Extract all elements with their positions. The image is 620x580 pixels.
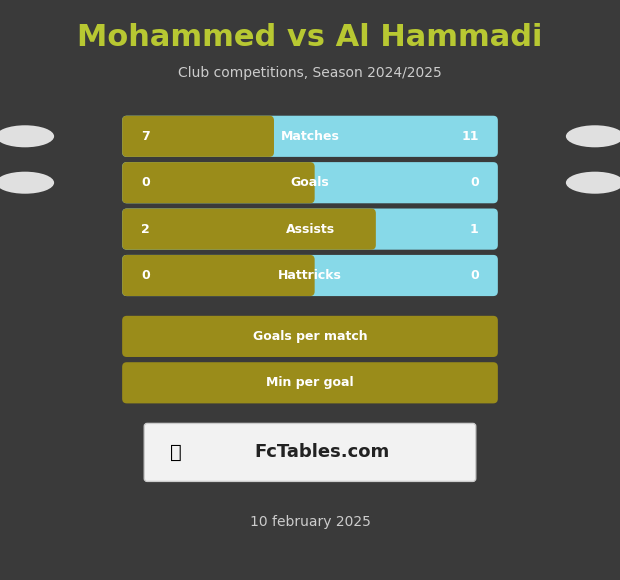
Text: 7: 7 bbox=[141, 130, 150, 143]
FancyBboxPatch shape bbox=[122, 116, 274, 157]
Text: Matches: Matches bbox=[281, 130, 339, 143]
FancyBboxPatch shape bbox=[144, 423, 476, 481]
Ellipse shape bbox=[566, 125, 620, 147]
FancyBboxPatch shape bbox=[122, 255, 498, 296]
Text: Club competitions, Season 2024/2025: Club competitions, Season 2024/2025 bbox=[178, 66, 442, 79]
Text: Min per goal: Min per goal bbox=[266, 376, 354, 389]
Text: 0: 0 bbox=[141, 176, 150, 189]
Text: 📊: 📊 bbox=[170, 443, 182, 462]
Text: Goals per match: Goals per match bbox=[253, 330, 367, 343]
Text: 0: 0 bbox=[470, 176, 479, 189]
Text: Hattricks: Hattricks bbox=[278, 269, 342, 282]
Text: Mohammed vs Al Hammadi: Mohammed vs Al Hammadi bbox=[78, 23, 542, 52]
Text: 1: 1 bbox=[470, 223, 479, 235]
FancyBboxPatch shape bbox=[122, 116, 498, 157]
FancyBboxPatch shape bbox=[122, 255, 315, 296]
Ellipse shape bbox=[0, 125, 54, 147]
FancyBboxPatch shape bbox=[122, 162, 315, 203]
Text: 11: 11 bbox=[461, 130, 479, 143]
Text: 0: 0 bbox=[470, 269, 479, 282]
FancyBboxPatch shape bbox=[122, 316, 498, 357]
FancyBboxPatch shape bbox=[122, 208, 498, 249]
Text: Assists: Assists bbox=[285, 223, 335, 235]
Text: 2: 2 bbox=[141, 223, 150, 235]
Text: 10 february 2025: 10 february 2025 bbox=[250, 515, 370, 529]
Ellipse shape bbox=[566, 172, 620, 194]
FancyBboxPatch shape bbox=[122, 208, 376, 249]
FancyBboxPatch shape bbox=[122, 162, 498, 203]
Text: FcTables.com: FcTables.com bbox=[254, 443, 389, 462]
Ellipse shape bbox=[0, 172, 54, 194]
Text: Goals: Goals bbox=[291, 176, 329, 189]
Text: 0: 0 bbox=[141, 269, 150, 282]
FancyBboxPatch shape bbox=[122, 362, 498, 404]
